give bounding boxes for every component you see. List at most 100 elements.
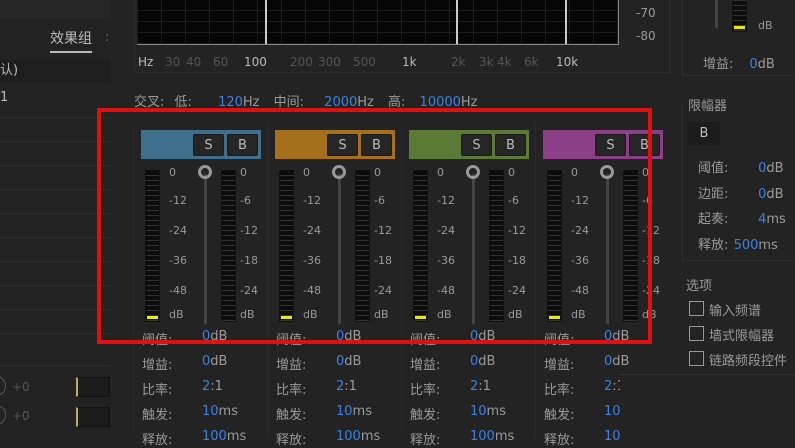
slider-handle[interactable] [198, 165, 212, 179]
solo-button[interactable]: S [595, 134, 626, 156]
gain-value[interactable]: 0 [336, 354, 345, 369]
slider-handle[interactable] [466, 165, 480, 179]
band-header[interactable]: S B [409, 130, 529, 159]
preset-row[interactable]: 认) [0, 60, 110, 82]
gain-label: 增益: [276, 358, 307, 373]
frequency-graph[interactable] [137, 0, 619, 44]
band-header[interactable]: S B [141, 130, 261, 159]
knob-icon[interactable] [0, 377, 6, 395]
output-gain: 增益: 0dB [703, 53, 775, 72]
low-freq-value[interactable]: 120 [218, 95, 243, 110]
limiter-params: 阈值: 0dB 边距: 0dB 起奏: 4ms 释放: 500ms [698, 156, 786, 258]
limiter-threshold-value[interactable]: 0 [758, 161, 767, 176]
freq-tick: 300 [318, 55, 341, 69]
solo-button[interactable]: S [327, 134, 358, 156]
unit: dB [766, 186, 784, 202]
bypass-button[interactable]: B [361, 134, 392, 156]
threshold-value[interactable]: 0 [336, 329, 345, 344]
attack-value[interactable]: 10 [202, 404, 219, 419]
input-meter [413, 170, 428, 322]
output-panel [682, 0, 795, 76]
overlay-window-edge [620, 374, 795, 444]
meter-scale-label: dB [169, 308, 184, 321]
slider-handle[interactable] [600, 165, 614, 179]
gain-value[interactable]: 0 [470, 354, 479, 369]
link-band-controls-checkbox[interactable] [689, 351, 704, 366]
input-spectrum-checkbox[interactable] [689, 301, 704, 316]
meter-scale-label: -24 [571, 224, 589, 237]
bypass-button[interactable]: B [495, 134, 526, 156]
meter-scale-label: -12 [571, 194, 589, 207]
threshold-value[interactable]: 0 [470, 329, 479, 344]
meter-scale-label: -24 [303, 224, 321, 237]
release-value[interactable]: 100 [470, 429, 495, 444]
limiter-bypass-button[interactable]: B [688, 122, 720, 145]
knob-icon[interactable] [0, 406, 6, 424]
ratio-label: 比率: [276, 383, 307, 398]
attack-row: 触发:10ms [544, 404, 640, 423]
gain-value[interactable]: 0 [202, 354, 211, 369]
mid-freq-value[interactable]: 2000 [324, 95, 358, 110]
output-gain-value[interactable]: 0 [749, 57, 758, 72]
meter-scale-label: dB [374, 308, 389, 321]
meter-scale-label: dB [571, 308, 586, 321]
ratio-value[interactable]: 2 [604, 379, 613, 394]
limiter-attack-value[interactable]: 4 [758, 212, 767, 227]
freq-tick: 30 [165, 55, 181, 69]
limiter-margin-value[interactable]: 0 [758, 186, 767, 202]
gain-value[interactable]: 0 [604, 354, 613, 369]
meter-scale-label: -12 [508, 224, 526, 237]
ratio-value[interactable]: 2 [202, 379, 211, 394]
band-header[interactable]: S B [543, 130, 663, 159]
brickwall-limiter-checkbox[interactable] [689, 326, 704, 341]
attack-value[interactable]: 10 [336, 404, 353, 419]
meter-scale-label: -12 [437, 194, 455, 207]
meter-scale-label: -48 [303, 284, 321, 297]
gain-row: 增益: 0dB [142, 354, 227, 373]
tab-effects-group[interactable]: 效果组 [50, 28, 92, 53]
unit: dB [478, 354, 496, 369]
attack-value[interactable]: 10 [604, 404, 621, 419]
crossover-mid-line[interactable] [456, 0, 458, 44]
solo-button[interactable]: S [193, 134, 224, 156]
slider-handle[interactable] [332, 165, 346, 179]
meter-scale-label: 0 [303, 166, 310, 179]
threshold-slider[interactable] [472, 174, 475, 324]
band-header[interactable]: S B [275, 130, 395, 159]
unit: dB [612, 354, 630, 369]
meter-scale-label: -12 [374, 224, 392, 237]
left-header [0, 0, 110, 18]
threshold-value[interactable]: 0 [202, 329, 211, 344]
meter-scale-label: -36 [437, 254, 455, 267]
limiter-release-value[interactable]: 500 [733, 237, 759, 253]
list-item[interactable]: 1 [0, 90, 9, 105]
knob-value: +0 [12, 380, 30, 394]
threshold-label: 阈值: [698, 161, 729, 176]
ratio-row: 比率: 2:1 [142, 379, 223, 398]
threshold-slider[interactable] [204, 174, 207, 324]
tab-more[interactable]: : [105, 30, 110, 44]
output-slider[interactable] [715, 0, 718, 28]
high-freq-value[interactable]: 10000 [419, 95, 461, 110]
ratio-value[interactable]: 2 [336, 379, 345, 394]
solo-button[interactable]: S [461, 134, 492, 156]
unit: ms [758, 237, 778, 253]
attack-label: 触发: [410, 408, 441, 423]
ratio-value[interactable]: 2 [470, 379, 479, 394]
release-value[interactable]: 100 [336, 429, 361, 444]
threshold-slider[interactable] [606, 174, 609, 324]
ratio-label: 比率: [410, 383, 441, 398]
input-meter [279, 170, 294, 322]
release-value[interactable]: 100 [202, 429, 227, 444]
threshold-slider[interactable] [338, 174, 341, 324]
attack-value[interactable]: 10 [470, 404, 487, 419]
annotation-box [97, 108, 652, 344]
attack-label: 触发: [142, 408, 173, 423]
crossover-high-line[interactable] [565, 0, 567, 44]
bypass-button[interactable]: B [227, 134, 258, 156]
output-meter [732, 0, 747, 32]
mini-meter [76, 377, 110, 397]
crossover-low-line[interactable] [265, 0, 267, 44]
bypass-button[interactable]: B [629, 134, 660, 156]
threshold-value[interactable]: 0 [604, 329, 613, 344]
